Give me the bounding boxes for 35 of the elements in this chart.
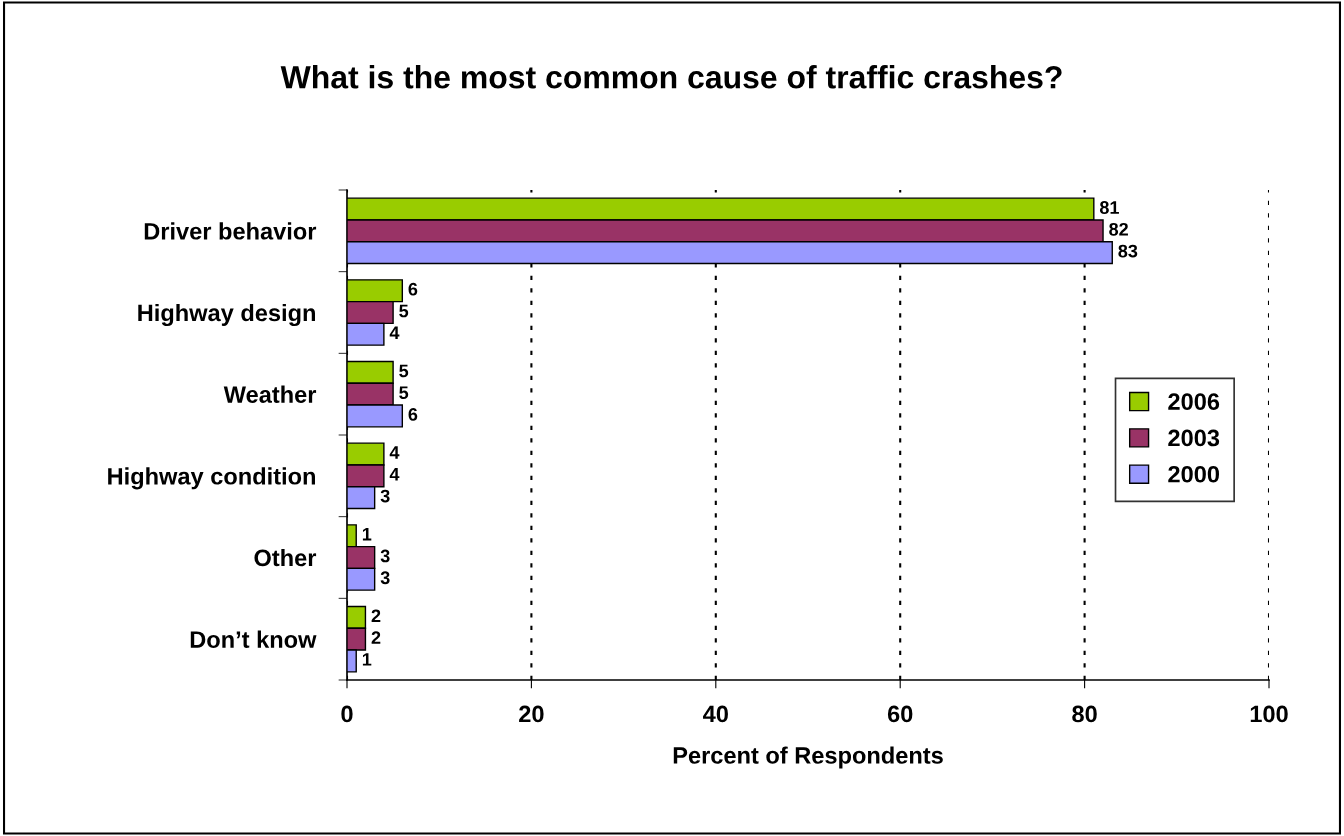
y-tick-label: Don’t know (190, 630, 317, 648)
data-label: 2 (371, 631, 381, 644)
x-tick-label: 20 (519, 705, 544, 723)
legend-label: 2000 (1168, 465, 1220, 483)
data-label: 6 (408, 408, 418, 421)
y-tick-label: Weather (223, 385, 317, 403)
data-label: 81 (1099, 201, 1119, 214)
y-tick-label: Highway design (138, 303, 315, 327)
data-label: 82 (1109, 222, 1128, 236)
data-label: 4 (389, 326, 400, 339)
data-label: 3 (380, 489, 390, 503)
data-label: 1 (362, 653, 372, 666)
y-tick-label: Highway condition (108, 467, 315, 490)
legend-label: 2003 (1168, 429, 1220, 447)
data-label: 5 (399, 364, 409, 378)
y-tick-label: Other (254, 548, 317, 567)
data-label: 83 (1118, 244, 1138, 258)
data-label: 3 (380, 549, 390, 563)
data-label: 6 (408, 282, 418, 296)
data-label: 3 (380, 571, 390, 585)
data-label: 4 (389, 446, 400, 459)
x-tick-label: 100 (1250, 705, 1288, 723)
data-label: 5 (399, 386, 409, 400)
x-tick-label: 60 (887, 705, 913, 723)
x-tick-label: 40 (703, 705, 728, 723)
x-axis-title: Percent of Respondents (673, 746, 943, 769)
data-label: 5 (399, 304, 409, 318)
data-label: 2 (371, 609, 381, 623)
legend-label: 2006 (1168, 393, 1220, 410)
chart-title: What is the most common cause of traffic crashes? (280, 65, 1062, 89)
data-label: 1 (362, 527, 372, 541)
x-tick-label: 0 (341, 705, 353, 723)
y-tick-label: Driver behavior (144, 222, 317, 240)
x-tick-label: 80 (1072, 705, 1097, 723)
data-label: 4 (389, 468, 400, 481)
